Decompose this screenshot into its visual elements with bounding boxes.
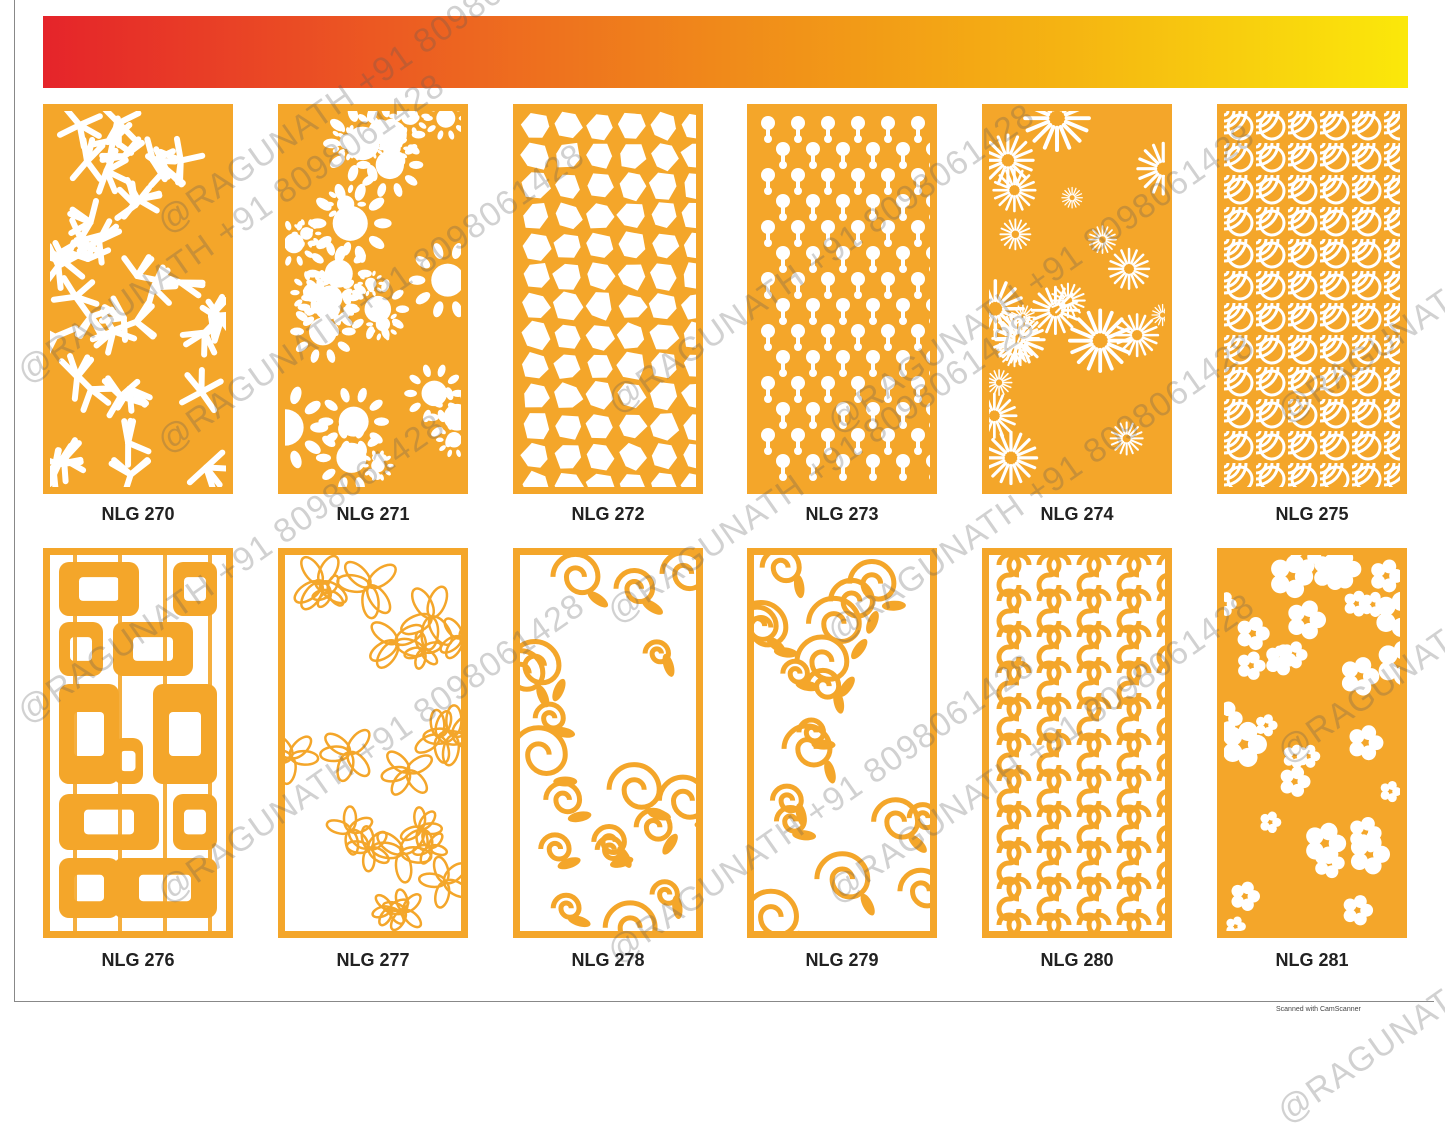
panel-pattern	[1217, 548, 1407, 938]
product-code: NLG 280	[982, 950, 1172, 971]
page-border-left	[14, 0, 15, 1001]
panel-image	[747, 104, 937, 494]
panel-pattern	[278, 548, 468, 938]
scanner-note: Scanned with CamScanner	[1276, 1006, 1361, 1013]
panel-image	[747, 548, 937, 938]
panel-pattern	[278, 104, 468, 494]
product-code: NLG 273	[747, 504, 937, 525]
product-code: NLG 270	[43, 504, 233, 525]
panel-image	[513, 104, 703, 494]
product-code: NLG 277	[278, 950, 468, 971]
panel-pattern	[43, 548, 233, 938]
panel-image	[982, 548, 1172, 938]
product-code: NLG 275	[1217, 504, 1407, 525]
product-code: NLG 276	[43, 950, 233, 971]
panel-pattern	[982, 104, 1172, 494]
panel-image	[982, 104, 1172, 494]
product-code: NLG 281	[1217, 950, 1407, 971]
panel-image	[278, 104, 468, 494]
page-border-bottom	[14, 1001, 1434, 1002]
product-code: NLG 278	[513, 950, 703, 971]
panel-image	[43, 548, 233, 938]
header-gradient-bar	[43, 16, 1408, 88]
panel-pattern	[513, 548, 703, 938]
panel-pattern	[982, 548, 1172, 938]
panel-image	[513, 548, 703, 938]
panel-image	[43, 104, 233, 494]
panel-pattern	[1217, 104, 1407, 494]
panel-pattern	[747, 104, 937, 494]
product-code: NLG 272	[513, 504, 703, 525]
panel-pattern	[43, 104, 233, 494]
product-code: NLG 271	[278, 504, 468, 525]
panel-image	[1217, 104, 1407, 494]
panel-pattern	[513, 104, 703, 494]
panel-pattern	[747, 548, 937, 938]
panel-image	[278, 548, 468, 938]
product-code: NLG 279	[747, 950, 937, 971]
panel-image	[1217, 548, 1407, 938]
product-code: NLG 274	[982, 504, 1172, 525]
